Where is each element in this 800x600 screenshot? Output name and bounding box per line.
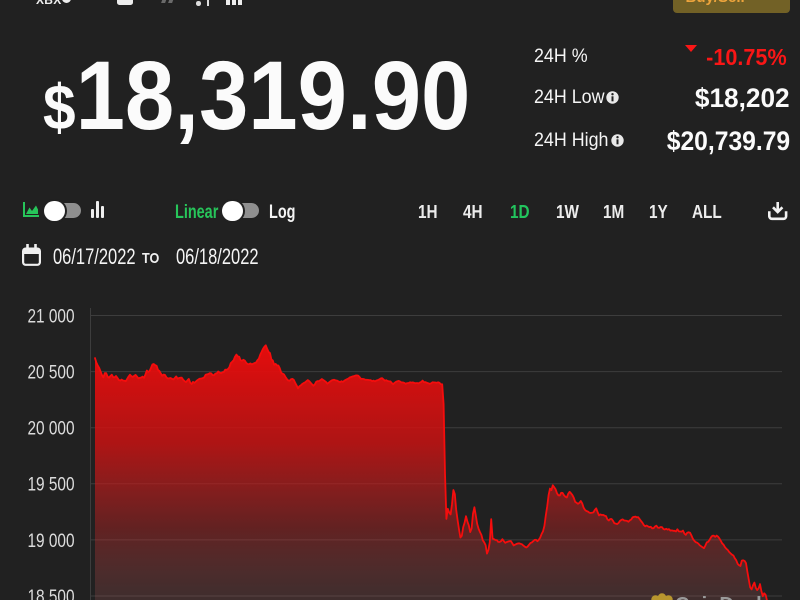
svg-text:19 000: 19 000 bbox=[28, 530, 75, 552]
svg-text:19 500: 19 500 bbox=[28, 474, 75, 496]
svg-text:20 000: 20 000 bbox=[28, 418, 75, 440]
svg-text:20 500: 20 500 bbox=[28, 362, 75, 384]
svg-text:21 000: 21 000 bbox=[28, 305, 75, 327]
svg-text:18 500: 18 500 bbox=[28, 586, 75, 600]
